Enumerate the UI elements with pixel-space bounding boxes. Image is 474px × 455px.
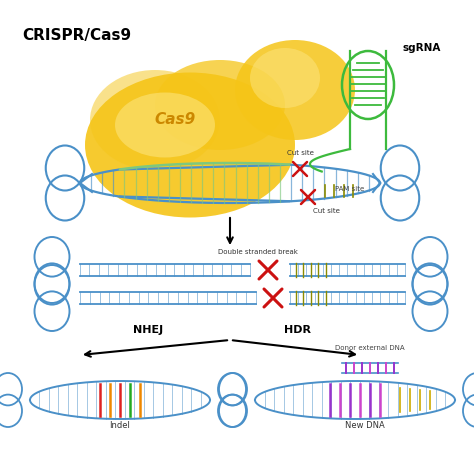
- Text: Double stranded break: Double stranded break: [218, 249, 298, 255]
- Text: CRISPR/Cas9: CRISPR/Cas9: [22, 28, 131, 43]
- Ellipse shape: [85, 72, 295, 217]
- Text: Indel: Indel: [109, 421, 130, 430]
- Ellipse shape: [250, 48, 320, 108]
- Text: NHEJ: NHEJ: [133, 325, 163, 335]
- Ellipse shape: [235, 40, 355, 140]
- Ellipse shape: [115, 92, 215, 157]
- Ellipse shape: [155, 60, 285, 150]
- Text: HDR: HDR: [284, 325, 311, 335]
- Text: New DNA: New DNA: [345, 421, 385, 430]
- Text: PAM site: PAM site: [335, 186, 364, 192]
- Text: Donor external DNA: Donor external DNA: [335, 345, 405, 351]
- Text: Cut site: Cut site: [287, 150, 313, 156]
- Text: Cas9: Cas9: [155, 112, 196, 127]
- Ellipse shape: [90, 70, 220, 170]
- Text: Cut site: Cut site: [313, 208, 340, 214]
- Text: sgRNA: sgRNA: [403, 43, 441, 53]
